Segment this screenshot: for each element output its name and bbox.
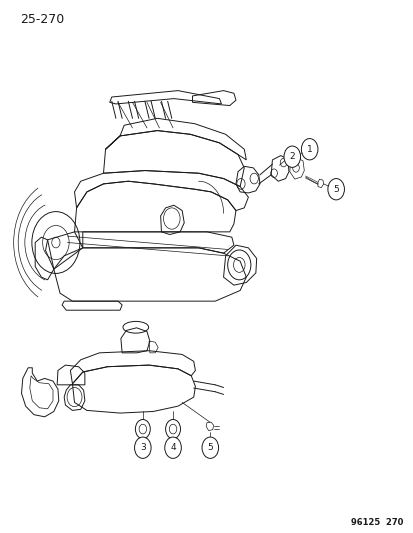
Circle shape — [164, 437, 181, 458]
Text: 2: 2 — [289, 152, 294, 161]
Text: 96125  270: 96125 270 — [350, 518, 403, 527]
Circle shape — [301, 139, 317, 160]
Circle shape — [202, 437, 218, 458]
Text: 4: 4 — [170, 443, 176, 452]
Text: 25-270: 25-270 — [20, 13, 64, 26]
Text: 5: 5 — [332, 185, 338, 193]
Text: 3: 3 — [140, 443, 145, 452]
Text: 1: 1 — [306, 145, 312, 154]
Circle shape — [327, 179, 344, 200]
Text: 5: 5 — [207, 443, 213, 452]
Circle shape — [283, 146, 300, 167]
Circle shape — [134, 437, 151, 458]
